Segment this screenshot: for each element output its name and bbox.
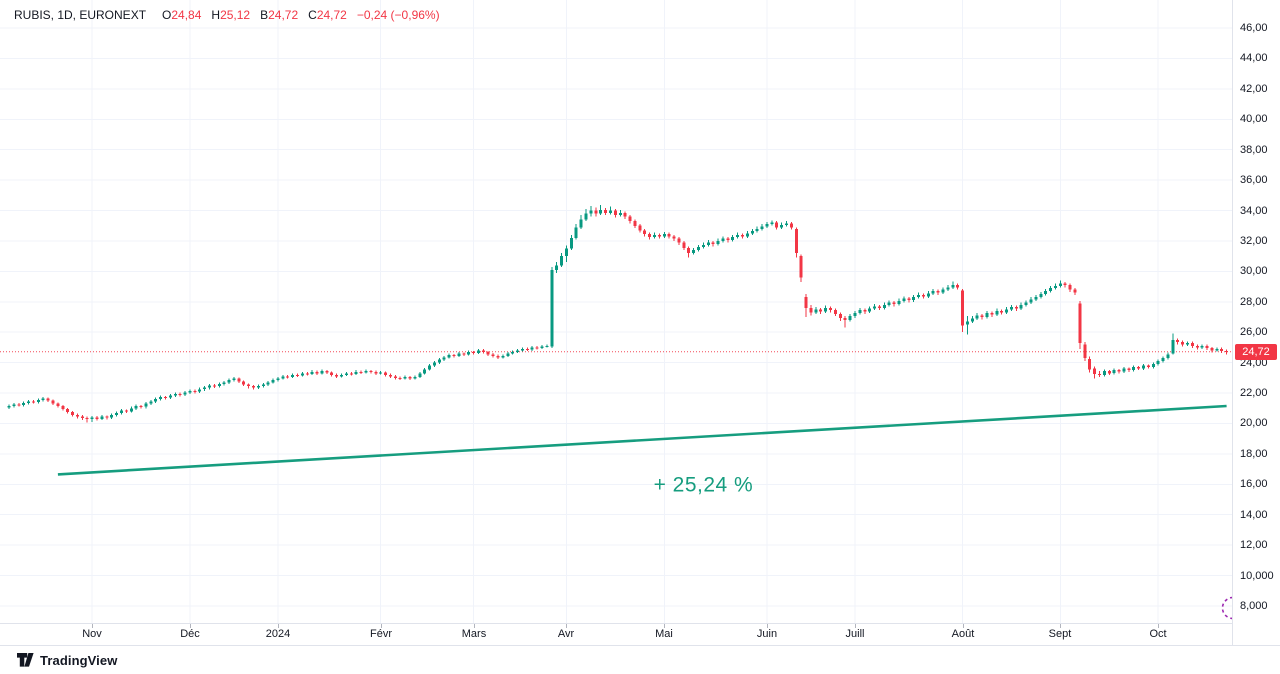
price-axis-label: 8,000 [1240,600,1268,612]
price-axis-label: 12,00 [1240,539,1268,551]
time-axis-label: Sept [1048,628,1072,640]
time-axis-tick [767,624,768,628]
last-price-badge: 24,72 [1235,344,1277,360]
change-value: −0,24 (−0,96%) [356,8,440,22]
time-axis-label: Oct [1149,628,1167,640]
time-axis-label: Nov [82,628,102,640]
price-axis-label: 10,000 [1240,570,1274,582]
price-axis-label: 22,00 [1240,387,1268,399]
price-axis[interactable]: 24,72 46,00 44,00 42,00 40,00 38,00 36,00 34,0… [1232,0,1280,645]
chart-canvas[interactable]: + 25,24 % [0,0,1232,623]
price-axis-label: 28,00 [1240,296,1268,308]
time-axis-label: Févr [370,628,392,640]
price-axis-label: 14,00 [1240,509,1268,521]
time-axis-label: Juin [756,628,778,640]
time-axis-tick [664,624,665,628]
price-axis-label: 24,00 [1240,357,1268,369]
price-axis-label: 26,00 [1240,326,1268,338]
time-axis-label: Avr [557,628,575,640]
trend-change-label[interactable]: + 25,24 % [654,473,754,496]
trend-line[interactable] [57,404,1227,476]
time-axis-tick [963,624,964,628]
tradingview-logo-text: TradingView [40,652,118,668]
open-value: O 24,84 [162,8,202,22]
time-axis-label: Juill [845,628,865,640]
time-axis-label: 2024 [265,628,291,640]
time-axis-tick [1158,624,1159,628]
tradingview-logo[interactable]: TradingView [17,653,117,668]
price-axis-label: 44,00 [1240,52,1268,64]
price-axis-label: 30,00 [1240,265,1268,277]
time-axis[interactable]: Nov Déc 2024 Févr Mars Avr Mai Juin Juill Août Sep… [0,623,1232,645]
symbol-title[interactable]: RUBIS, 1D, EURONEXT [14,8,147,22]
time-axis-tick [381,624,382,628]
time-axis-tick [1060,624,1061,628]
low-value: B 24,72 [260,8,299,22]
price-axis-label: 16,00 [1240,478,1268,490]
price-axis-label: 34,00 [1240,205,1268,217]
chart-plot-area[interactable]: + 25,24 % [0,0,1232,623]
price-axis-label: 36,00 [1240,174,1268,186]
time-axis-tick [474,624,475,628]
time-axis-tick [278,624,279,628]
price-axis-label: 46,00 [1240,22,1268,34]
price-axis-label: 32,00 [1240,235,1268,247]
high-value: H 25,12 [211,8,251,22]
time-axis-label: Août [951,628,975,640]
close-value: C 24,72 [308,8,347,22]
vertical-gridlines [91,0,1159,623]
tradingview-logo-icon [17,653,34,667]
candlestick-series [7,205,1229,423]
time-axis-label: Mars [461,628,487,640]
chart-legend: RUBIS, 1D, EURONEXT O 24,84 H 25,12 B 24,72… [14,8,440,22]
bottom-strip: TradingView [0,645,1280,674]
time-axis-tick [855,624,856,628]
time-axis-tick [92,624,93,628]
price-axis-label: 40,00 [1240,113,1268,125]
time-axis-tick [190,624,191,628]
purple-arc-drawing[interactable] [1221,596,1233,620]
price-axis-label: 20,00 [1240,417,1268,429]
price-axis-label: 38,00 [1240,144,1268,156]
price-axis-label: 18,00 [1240,448,1268,460]
time-axis-tick [566,624,567,628]
time-axis-label: Déc [180,628,200,640]
time-axis-label: Mai [655,628,673,640]
horizontal-gridlines [0,27,1232,607]
price-axis-label: 42,00 [1240,83,1268,95]
